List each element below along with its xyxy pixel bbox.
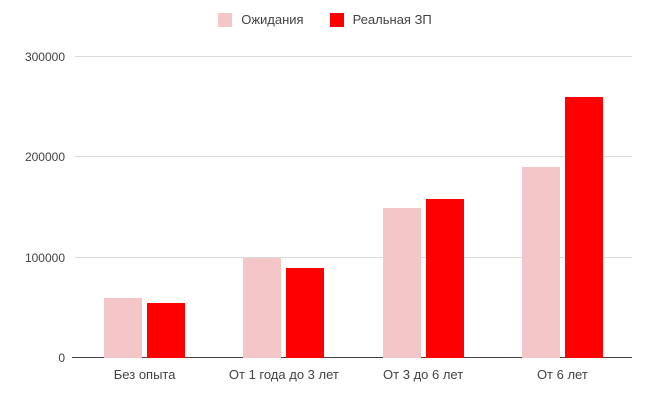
y-axis-tick-label: 200000 [24,150,65,165]
bar-expectations [382,207,421,358]
bar-real-salary [147,302,186,358]
y-axis-tick-label: 300000 [24,50,65,64]
legend-item-real-salary: Реальная ЗП [329,12,432,27]
gridline [75,56,632,57]
x-axis-tick-label: Без опыта [113,367,176,382]
legend-swatch-expectations [218,12,233,27]
bar-real-salary [425,199,464,358]
bar-expectations [104,297,143,358]
x-axis-line [72,357,632,358]
bar-real-salary [564,97,603,358]
legend-swatch-real-salary [329,12,344,27]
legend-label-expectations: Ожидания [241,12,304,27]
bar-group [493,57,632,358]
bar-expectations [521,167,560,358]
bar-expectations [243,257,282,358]
bar-group [75,57,214,358]
x-axis-tick-label: От 3 до 6 лет [383,367,464,382]
bar-group [354,57,493,358]
bar-groups [75,57,632,358]
gridline [75,156,632,158]
legend-label-real-salary: Реальная ЗП [352,12,432,27]
x-axis-tick-label: От 6 лет [536,367,588,382]
plot-area: 0 100000 200000 300000 Без опыта От 1 года до… [25,50,632,382]
gridline [75,256,632,258]
bar-group [214,57,353,358]
bar-real-salary [286,267,325,358]
legend-item-expectations: Ожидания [218,12,304,27]
x-axis-labels: Без опыта От 1 года до 3 лет От 3 до 6 лет… [75,358,632,382]
y-axis-tick-label: 0 [58,351,65,365]
x-axis-tick-label: От 1 года до 3 лет [228,367,339,382]
y-axis-tick-label: 100000 [24,250,65,265]
chart-legend: Ожидания Реальная ЗП [0,12,650,27]
